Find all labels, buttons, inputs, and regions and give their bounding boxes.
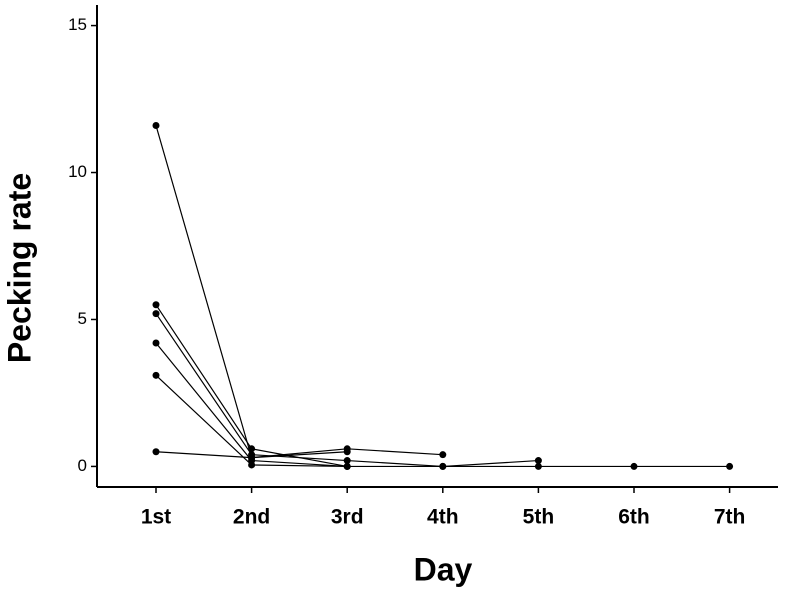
y-tick-label: 5 — [78, 309, 87, 328]
x-tick-label: 1st — [141, 506, 171, 529]
data-point — [630, 462, 638, 470]
y-tick-label: 10 — [68, 162, 87, 181]
data-point — [152, 371, 160, 379]
x-tick-label: 7th — [714, 506, 746, 529]
data-point — [248, 445, 256, 453]
data-point — [152, 122, 160, 129]
y-tick-label: 0 — [78, 456, 87, 475]
data-point — [439, 462, 447, 470]
x-tick-label: 3rd — [331, 506, 364, 529]
data-point — [248, 454, 256, 462]
data-point — [152, 310, 160, 318]
x-tick-label: 6th — [618, 506, 650, 529]
data-point — [534, 457, 542, 465]
x-tick-label: 4th — [427, 506, 459, 529]
data-point — [343, 462, 351, 470]
data-point — [152, 339, 160, 347]
data-point — [343, 457, 351, 465]
y-tick-label: 15 — [68, 15, 87, 34]
data-point — [439, 451, 447, 459]
data-point — [343, 448, 351, 456]
series-line — [155, 313, 730, 468]
data-point — [534, 462, 542, 470]
data-point — [152, 301, 160, 309]
data-point — [726, 462, 734, 470]
x-tick-label: 2nd — [233, 506, 270, 529]
data-point — [152, 448, 160, 456]
data-point — [248, 461, 256, 469]
y-axis-title: Pecking rate — [1, 173, 37, 363]
series-line — [155, 125, 443, 459]
x-axis-title: Day — [414, 551, 473, 587]
x-tick-label: 5th — [523, 506, 555, 529]
series-line — [155, 304, 539, 468]
